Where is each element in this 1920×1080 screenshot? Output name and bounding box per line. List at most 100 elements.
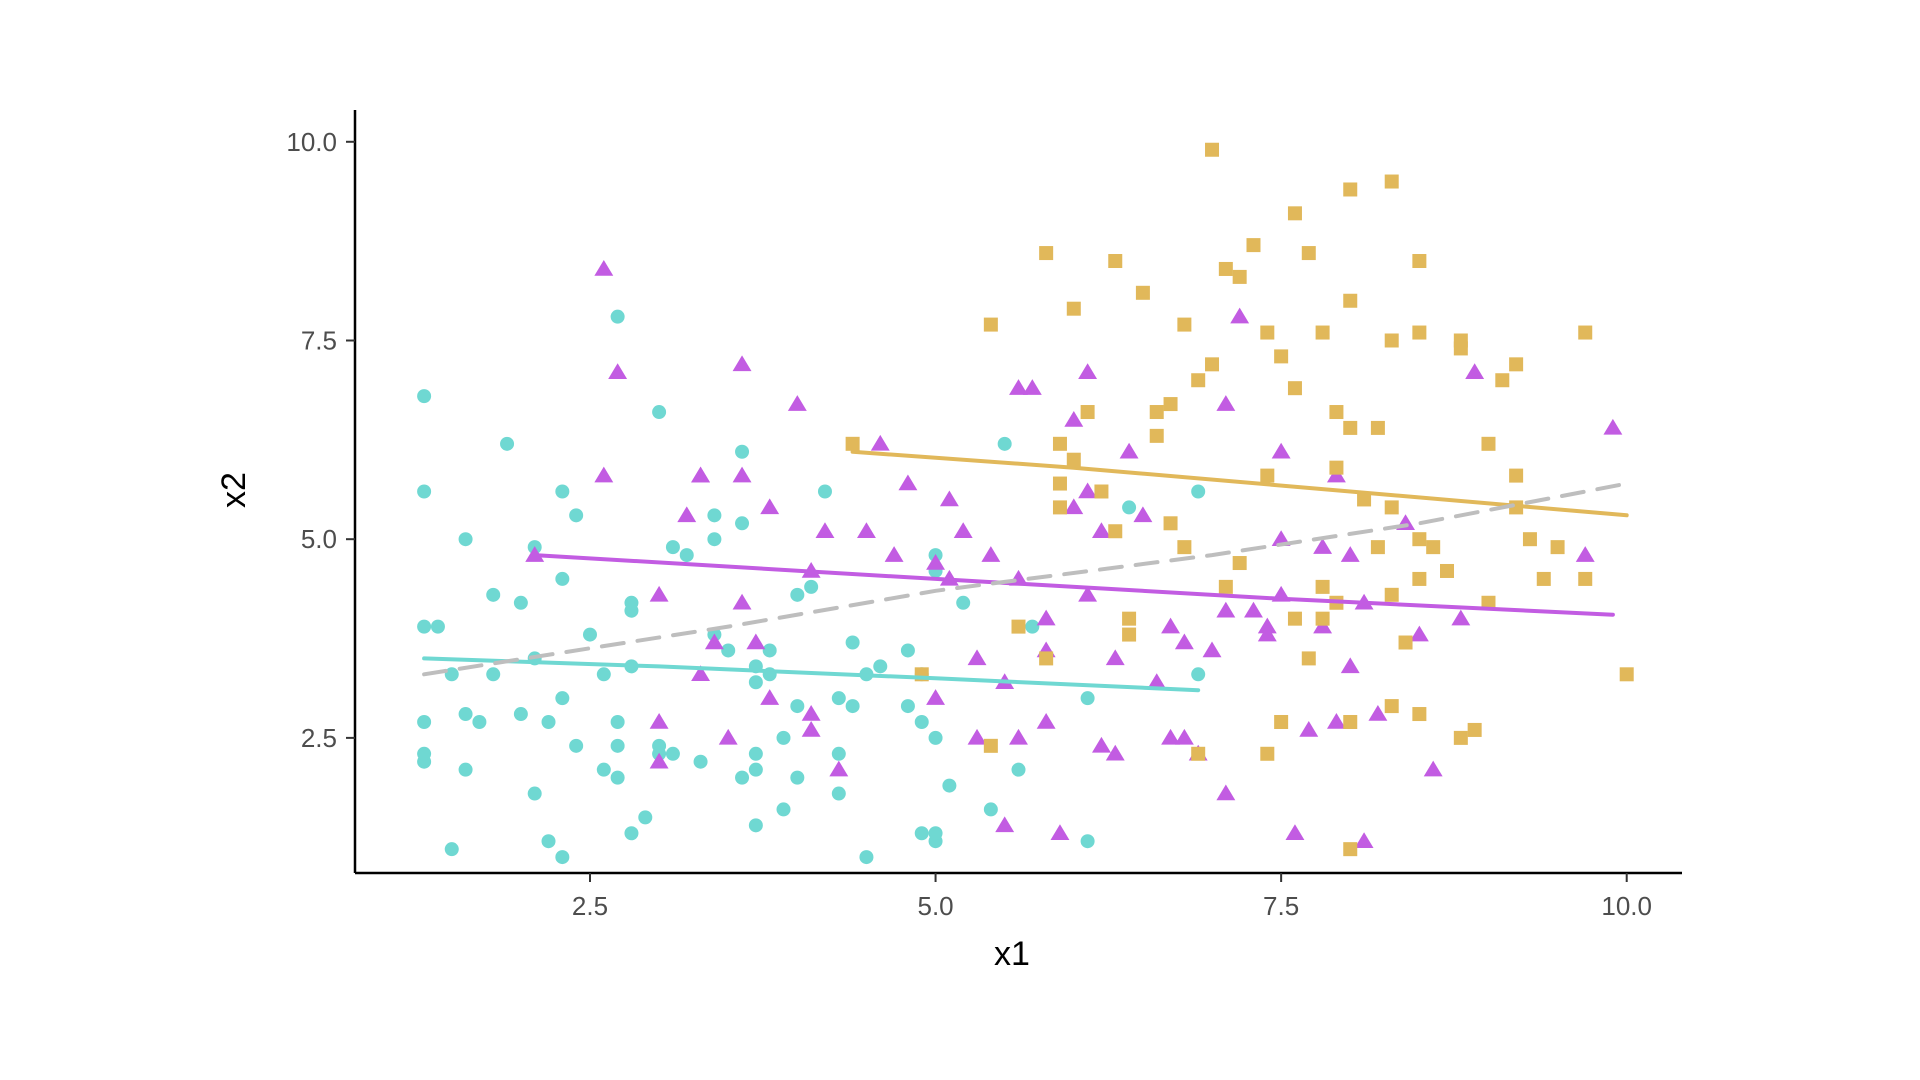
x-tick-label: 7.5 (1263, 891, 1299, 921)
point-circle (596, 762, 611, 777)
point-triangle (967, 649, 987, 666)
point-triangle (1423, 760, 1443, 777)
point-triangle (884, 546, 904, 562)
point-circle (748, 762, 763, 777)
y-axis: 2.5 5.0 7.5 10.0 (286, 110, 357, 873)
point-circle (776, 730, 791, 745)
point-circle (1122, 500, 1137, 515)
point-square (1122, 627, 1137, 642)
point-circle (845, 699, 860, 714)
point-square (1122, 611, 1137, 626)
point-square (1550, 540, 1565, 555)
point-circle (776, 802, 791, 817)
point-triangle (1064, 410, 1084, 427)
point-circle (624, 826, 639, 841)
point-triangle (732, 466, 752, 483)
series-square (845, 142, 1634, 857)
point-triangle (594, 259, 614, 276)
point-circle (693, 754, 708, 769)
point-square (1453, 730, 1468, 745)
point-triangle (1161, 617, 1181, 634)
point-square (1343, 182, 1358, 197)
point-triangle (608, 363, 628, 380)
point-triangle (1078, 363, 1098, 380)
point-square (1260, 325, 1275, 340)
point-square (1039, 246, 1054, 261)
point-triangle (1603, 418, 1623, 435)
point-square (1039, 651, 1054, 666)
point-circle (1191, 667, 1206, 682)
point-triangle (1575, 546, 1595, 562)
point-square (1149, 405, 1164, 420)
point-square (1343, 842, 1358, 857)
point-triangle (1064, 498, 1084, 515)
point-circle (665, 746, 680, 761)
point-triangle (1022, 379, 1042, 395)
y-axis-title: x2 (215, 472, 253, 508)
trend-line (532, 553, 1615, 617)
point-triangle (1368, 705, 1388, 721)
point-circle (610, 309, 625, 324)
point-square (1495, 373, 1510, 388)
point-square (1191, 373, 1206, 388)
point-triangle (1147, 673, 1167, 689)
point-triangle (732, 593, 752, 610)
y-tick-label: 5.0 (301, 524, 337, 554)
point-circle (582, 627, 597, 642)
point-triangle (1105, 744, 1125, 761)
point-circle (942, 778, 957, 793)
point-triangle (939, 490, 959, 507)
point-square (1232, 556, 1247, 571)
point-circle (956, 595, 971, 610)
point-circle (900, 643, 915, 658)
point-triangle (1133, 506, 1153, 523)
point-circle (541, 834, 556, 849)
point-circle (569, 508, 584, 523)
point-triangle (1009, 728, 1028, 745)
point-triangle (981, 546, 1001, 562)
point-triangle (1244, 601, 1263, 618)
point-triangle (1216, 784, 1236, 801)
point-circle (486, 667, 501, 682)
point-square (1384, 699, 1399, 714)
point-circle (790, 770, 805, 785)
point-circle (596, 667, 611, 682)
point-circle (417, 714, 432, 729)
point-square (1177, 540, 1192, 555)
point-square (1260, 746, 1275, 761)
point-circle (928, 730, 943, 745)
point-square (1509, 357, 1524, 372)
point-square (1536, 571, 1551, 586)
point-triangle (1036, 609, 1056, 626)
point-circle (845, 635, 860, 650)
point-circle (831, 691, 846, 706)
point-square (1412, 571, 1427, 586)
point-square (1177, 317, 1192, 332)
point-triangle (1202, 641, 1222, 658)
point-circle (555, 571, 570, 586)
point-circle (500, 436, 515, 451)
point-circle (444, 842, 459, 857)
point-triangle (926, 689, 946, 705)
point-square (1357, 492, 1372, 507)
point-circle (790, 699, 805, 714)
point-square (1329, 405, 1344, 420)
point-square (1619, 667, 1634, 682)
point-circle (707, 532, 722, 547)
series-triangle (525, 259, 1623, 848)
point-circle (652, 405, 667, 420)
point-circle (735, 516, 750, 531)
point-square (1370, 420, 1385, 435)
point-triangle (691, 665, 711, 682)
x-tick-label: 2.5 (572, 891, 608, 921)
point-square (1370, 540, 1385, 555)
point-square (1287, 611, 1302, 626)
point-square (1384, 174, 1399, 189)
point-triangle (1119, 442, 1139, 459)
point-square (1343, 420, 1358, 435)
point-circle (513, 707, 528, 722)
point-square (1108, 524, 1123, 539)
point-circle (417, 484, 432, 499)
point-triangle (1465, 363, 1485, 380)
point-square (1301, 246, 1316, 261)
